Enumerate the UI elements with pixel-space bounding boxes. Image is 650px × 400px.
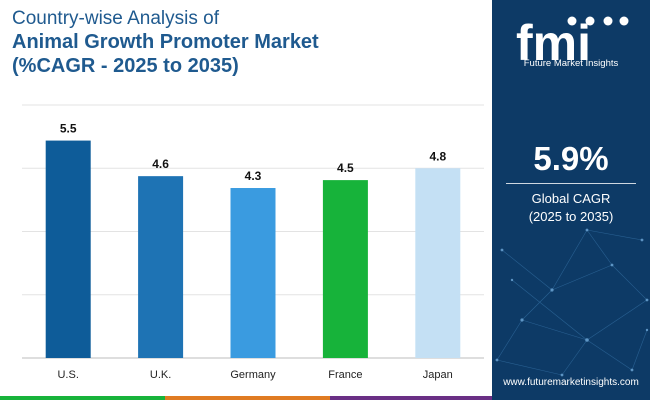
brand-name: Future Market Insights	[523, 58, 619, 69]
title-line-3: (%CAGR - 2025 to 2035)	[12, 55, 239, 77]
bar-germany	[230, 188, 276, 358]
fmi-logo-icon: fmi	[516, 15, 629, 71]
bar-chart: 5.5 U.S. 4.6 U.K. 4.3 Germany 4.5 France 4.8 Japa…	[22, 104, 484, 381]
x-tick-label: Germany	[230, 369, 276, 381]
website-link[interactable]: www.futuremarketinsights.com	[503, 377, 639, 388]
x-tick-label: U.S.	[57, 369, 78, 381]
title-line-1: Country-wise Analysis of	[12, 8, 219, 29]
data-label: 4.6	[152, 157, 169, 171]
global-cagr-value: 5.9%	[533, 140, 609, 177]
chart-area: Country-wise Analysis of Animal Growth P…	[12, 8, 484, 381]
bar-u-s	[45, 140, 91, 358]
global-cagr-label: Global CAGR (2025 to 2035)	[492, 190, 650, 226]
x-tick-label: U.K.	[150, 369, 171, 381]
footer-bar-orange	[165, 396, 330, 400]
bar-japan	[415, 168, 461, 358]
data-label: 4.8	[429, 149, 446, 163]
logo-text: fmi	[516, 15, 591, 71]
data-label: 4.3	[245, 169, 262, 183]
x-tick-label: Japan	[423, 369, 453, 381]
cagr-divider	[506, 183, 636, 184]
network-graphic	[495, 228, 649, 377]
bar-u-k	[138, 176, 184, 358]
cagr-label-line-2: (2025 to 2035)	[528, 209, 614, 224]
bar-france	[322, 180, 368, 358]
footer-bar-green	[0, 396, 165, 400]
data-label: 4.5	[337, 161, 354, 175]
title-line-2: Animal Growth Promoter Market	[12, 31, 319, 53]
chart-title: Country-wise Analysis of Animal Growth P…	[12, 8, 482, 78]
data-label: 5.5	[60, 122, 77, 136]
side-panel: fmi Future Market Insights 5.9% Global C…	[492, 0, 650, 400]
x-tick-label: France	[328, 369, 362, 381]
cagr-label-line-1: Global CAGR	[531, 191, 611, 206]
footer-bar-purple	[330, 396, 492, 400]
